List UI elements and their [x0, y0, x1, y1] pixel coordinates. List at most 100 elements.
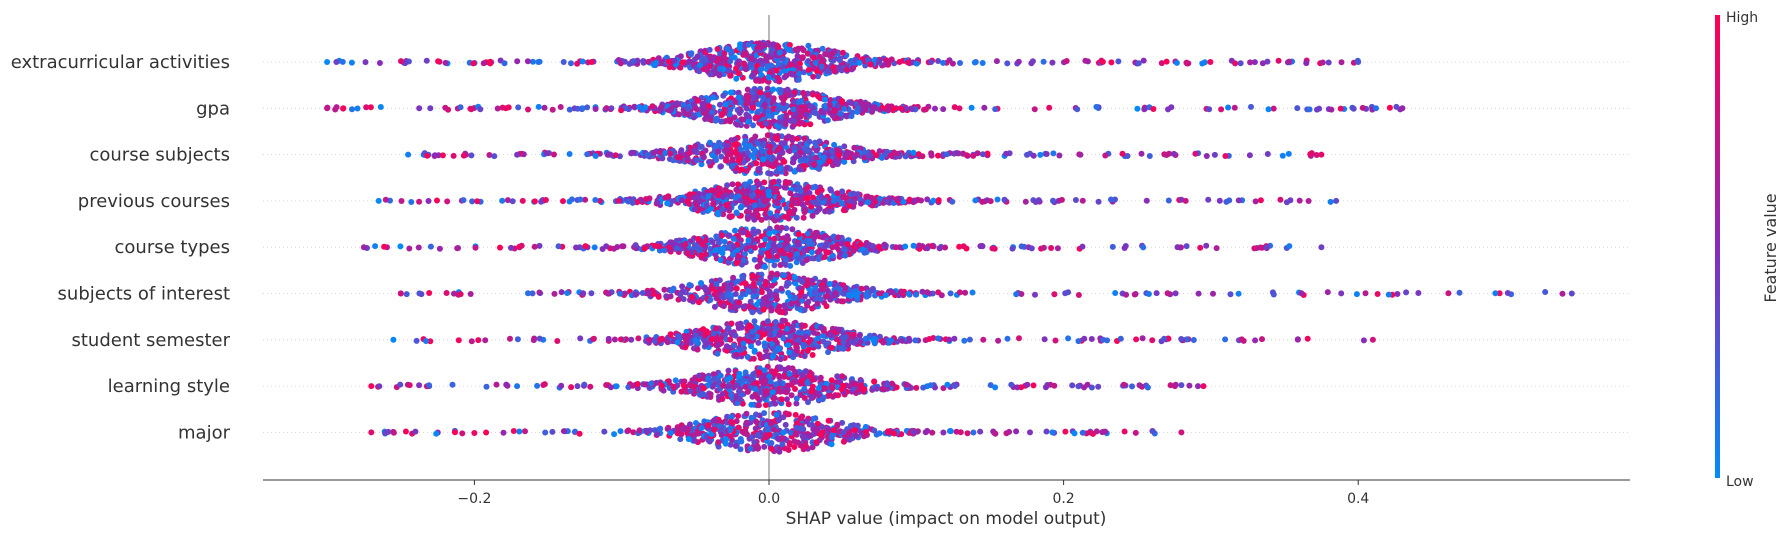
- data-point: [749, 72, 756, 79]
- data-point: [870, 337, 877, 344]
- data-point: [742, 383, 749, 390]
- data-point: [1032, 291, 1038, 298]
- data-point: [1205, 196, 1212, 203]
- data-point: [1374, 291, 1381, 297]
- data-point: [777, 247, 784, 254]
- data-point: [588, 59, 595, 65]
- data-point: [658, 149, 664, 156]
- data-point: [1296, 197, 1303, 204]
- data-point: [850, 247, 857, 254]
- data-point: [1275, 57, 1282, 64]
- data-point: [896, 59, 903, 65]
- data-point: [574, 383, 581, 390]
- data-point: [824, 117, 831, 124]
- data-point: [592, 153, 599, 159]
- data-point: [815, 385, 822, 391]
- data-point: [677, 64, 684, 71]
- data-point: [591, 244, 598, 251]
- data-point: [616, 290, 623, 297]
- data-point: [732, 136, 739, 143]
- data-point: [834, 196, 841, 203]
- data-point: [554, 338, 561, 344]
- data-point: [738, 116, 745, 123]
- data-point: [815, 335, 821, 342]
- data-point: [707, 54, 714, 61]
- data-point: [760, 142, 767, 149]
- data-point: [468, 152, 475, 159]
- data-point: [1043, 151, 1050, 157]
- data-point: [1121, 245, 1128, 251]
- data-point: [423, 57, 430, 64]
- data-point: [743, 111, 750, 118]
- data-point: [865, 152, 872, 159]
- data-point: [557, 104, 564, 110]
- data-point: [1403, 289, 1410, 296]
- data-point: [757, 66, 764, 73]
- data-point: [765, 74, 772, 80]
- data-point: [831, 141, 838, 148]
- data-point: [752, 244, 758, 251]
- data-point: [707, 71, 714, 78]
- data-point: [1117, 335, 1124, 342]
- data-point: [1415, 290, 1422, 296]
- data-point: [731, 114, 738, 121]
- data-point: [406, 382, 413, 389]
- data-point: [789, 198, 796, 205]
- data-point: [805, 184, 812, 191]
- data-point: [913, 384, 920, 391]
- data-point: [1213, 245, 1220, 252]
- data-point: [718, 118, 725, 125]
- data-point: [801, 69, 807, 76]
- data-point: [617, 336, 624, 343]
- data-point: [747, 55, 754, 62]
- data-point: [839, 49, 846, 56]
- data-point: [798, 289, 805, 296]
- data-point: [961, 337, 968, 344]
- data-point: [725, 285, 731, 291]
- data-point: [712, 70, 718, 76]
- data-point: [713, 233, 720, 240]
- data-point: [515, 104, 522, 111]
- data-point: [944, 381, 951, 388]
- data-point: [1049, 59, 1056, 66]
- data-point: [809, 249, 815, 256]
- data-point: [764, 63, 771, 70]
- data-point: [738, 166, 745, 173]
- data-point: [744, 86, 751, 93]
- data-point: [1327, 198, 1334, 205]
- data-point: [1265, 106, 1272, 113]
- data-point: [781, 49, 787, 56]
- data-point: [749, 328, 756, 335]
- data-point: [989, 245, 996, 252]
- data-point: [754, 394, 761, 401]
- data-point: [825, 349, 832, 356]
- data-point: [584, 151, 591, 158]
- data-point: [749, 152, 756, 159]
- data-point: [1324, 289, 1331, 296]
- data-point: [649, 103, 656, 110]
- data-point: [784, 86, 791, 93]
- data-point: [700, 105, 707, 112]
- data-point: [762, 236, 769, 243]
- data-point: [707, 391, 714, 398]
- data-point: [582, 243, 589, 250]
- data-point: [838, 240, 845, 247]
- data-point: [803, 282, 810, 289]
- data-point: [1192, 150, 1199, 157]
- data-point: [844, 241, 851, 248]
- data-point: [742, 251, 748, 257]
- data-point: [723, 343, 730, 350]
- data-point: [734, 382, 740, 389]
- data-point: [829, 162, 836, 169]
- data-point: [733, 260, 740, 267]
- data-point: [684, 198, 691, 205]
- data-point: [662, 194, 669, 201]
- data-point: [756, 165, 763, 172]
- data-point: [733, 141, 740, 147]
- data-point: [1386, 104, 1393, 111]
- data-point: [744, 354, 751, 360]
- data-point: [822, 51, 829, 57]
- data-point: [854, 191, 861, 198]
- data-point: [824, 287, 831, 294]
- data-point: [1197, 244, 1204, 251]
